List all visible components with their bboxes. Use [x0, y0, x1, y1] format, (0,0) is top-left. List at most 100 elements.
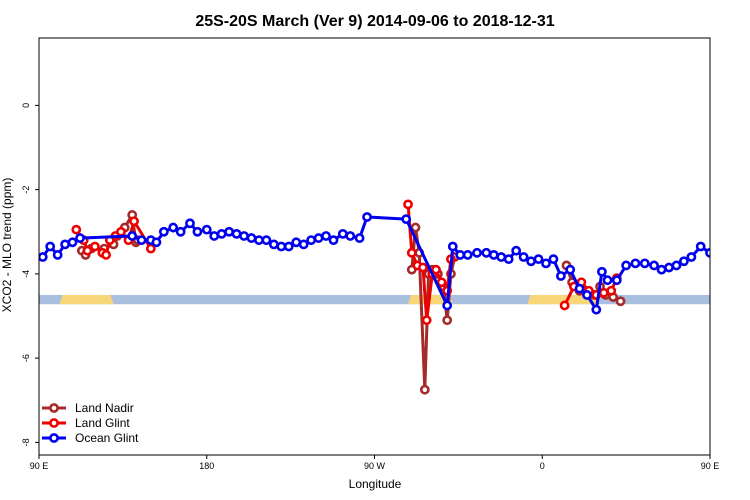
data-point — [116, 226, 126, 237]
data-point — [496, 252, 507, 262]
data-point — [481, 247, 492, 258]
data-point — [410, 222, 421, 233]
data-point — [421, 315, 432, 326]
data-point — [455, 250, 466, 260]
data-point — [639, 258, 650, 269]
legend-swatch-point — [49, 418, 59, 428]
x-tick-label: 90 W — [364, 461, 386, 471]
data-point — [447, 241, 458, 252]
axes: 90 E 180 90 W 0 90 E 0 -2 -4 -6 -8 — [21, 37, 720, 471]
data-point — [705, 247, 710, 258]
series-line — [745, 223, 750, 257]
data-point — [268, 239, 279, 250]
data-point — [442, 300, 453, 311]
x-tick-label: 180 — [199, 461, 214, 471]
data-point — [582, 290, 592, 300]
data-point — [418, 262, 428, 273]
data-point — [664, 262, 674, 273]
x-axis-label: Longitude — [349, 477, 402, 491]
data-point — [209, 231, 220, 241]
plot-frame — [38, 37, 711, 456]
data-point — [406, 247, 417, 258]
data-point — [462, 250, 473, 260]
data-point — [526, 256, 536, 267]
legend-swatch-point — [49, 433, 59, 443]
data-point — [239, 231, 249, 241]
data-point — [75, 233, 85, 243]
data-point — [175, 226, 186, 237]
data-point — [725, 239, 732, 246]
data-point — [555, 271, 566, 281]
data-point — [224, 226, 235, 237]
data-point — [201, 224, 212, 235]
legend-item: Ocean Glint — [42, 431, 139, 445]
data-point — [548, 254, 559, 265]
data-point — [354, 233, 365, 243]
legend-swatch-point — [49, 403, 59, 413]
data-point — [611, 275, 622, 286]
data-point — [742, 226, 749, 233]
data-point — [533, 254, 544, 265]
data-point — [401, 214, 412, 225]
data-point — [246, 233, 257, 243]
data-point — [518, 252, 529, 262]
data-point — [598, 287, 609, 298]
data-point — [362, 212, 372, 222]
legend-label: Land Glint — [75, 416, 130, 430]
data-point — [419, 384, 430, 395]
data-point — [129, 216, 139, 227]
data-point — [744, 230, 750, 237]
data-point — [488, 250, 499, 260]
data-point — [328, 235, 339, 246]
data-point — [541, 258, 551, 269]
data-point — [630, 258, 641, 269]
data-point — [656, 264, 667, 275]
ocean-band — [39, 294, 710, 305]
legend-label: Land Nadir — [75, 401, 134, 415]
data-point — [101, 250, 111, 260]
x-tick-label: 0 — [540, 461, 545, 471]
data-point — [192, 226, 203, 237]
data-point — [716, 241, 723, 248]
chart-title: 25S-20S March (Ver 9) 2014-09-06 to 2018… — [195, 13, 554, 30]
data-point — [321, 231, 331, 241]
data-point — [686, 252, 697, 262]
data-point — [671, 260, 682, 271]
land-segment — [59, 294, 114, 305]
data-point — [82, 245, 93, 256]
data-point — [746, 245, 750, 252]
data-point — [127, 231, 138, 241]
y-tick-label: -8 — [21, 438, 31, 446]
data-point — [231, 228, 242, 239]
data-point — [337, 228, 348, 239]
y-tick-label: -2 — [21, 186, 31, 194]
data-point — [261, 235, 272, 246]
data-point — [679, 256, 689, 267]
data-point — [168, 222, 179, 233]
data-point — [136, 235, 147, 246]
data-point — [695, 241, 706, 252]
data-point — [565, 264, 576, 275]
data-point — [403, 199, 413, 210]
data-point — [559, 300, 570, 311]
data-point — [503, 254, 514, 265]
data-point — [615, 296, 626, 307]
data-point — [39, 252, 48, 262]
data-point — [591, 304, 602, 315]
y-tick-label: 0 — [21, 103, 31, 108]
data-point — [254, 235, 264, 246]
data-point — [298, 239, 309, 250]
data-point — [436, 277, 447, 288]
legend-item: Land Glint — [42, 416, 130, 430]
data-point — [306, 235, 317, 246]
series-layer — [39, 199, 750, 395]
x-tick-label: 90 E — [701, 461, 720, 471]
data-point — [151, 237, 162, 248]
data-point — [291, 237, 302, 248]
data-point — [606, 285, 617, 296]
data-point — [71, 224, 82, 235]
series-line — [406, 204, 453, 322]
legend-label: Ocean Glint — [75, 431, 139, 445]
